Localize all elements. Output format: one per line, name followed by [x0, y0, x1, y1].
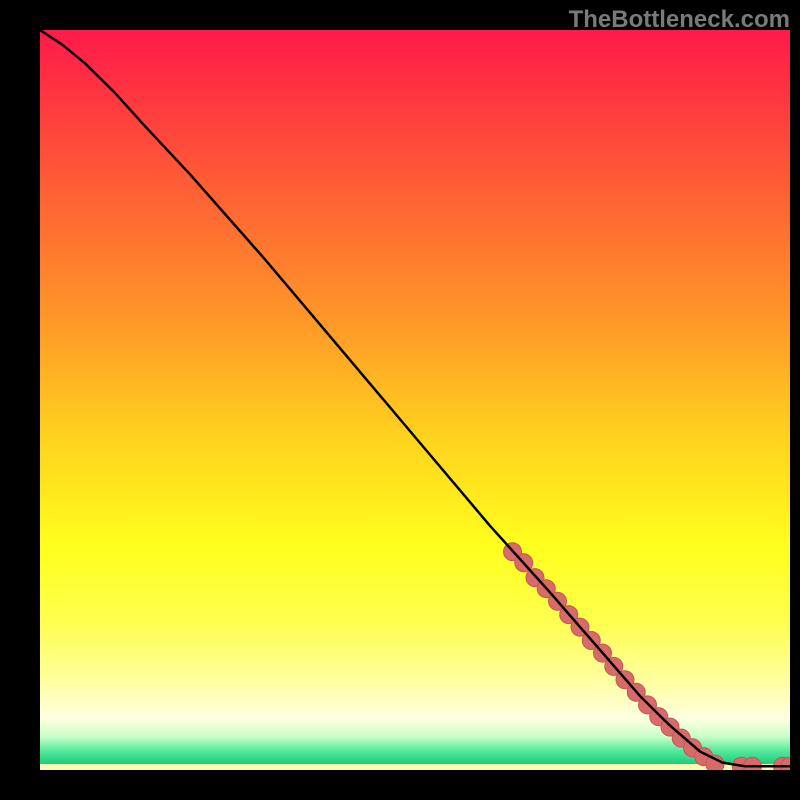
- plot-area: [40, 30, 790, 770]
- marker-point: [744, 757, 762, 770]
- stage: TheBottleneck.com: [0, 0, 800, 800]
- watermark-text: TheBottleneck.com: [569, 6, 790, 34]
- bottom-bar: [40, 764, 790, 770]
- gradient-background: [40, 30, 790, 770]
- plot-svg: [40, 30, 790, 770]
